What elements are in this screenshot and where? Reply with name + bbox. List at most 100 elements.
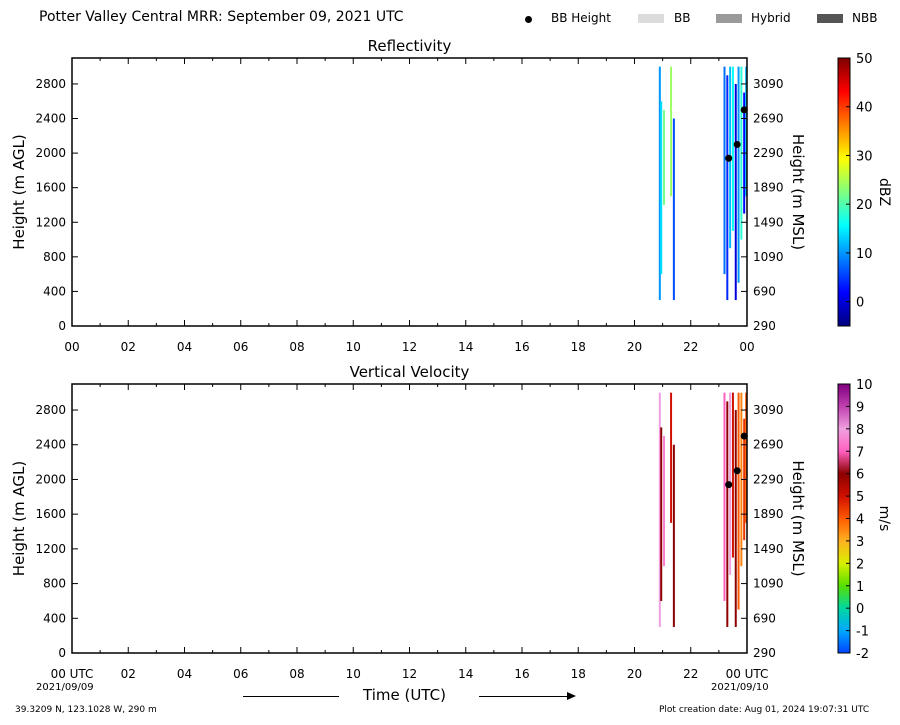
colorbar-tick-label: 10 <box>856 247 873 262</box>
y-tick-label: 0 <box>58 319 66 333</box>
y-right-tick-label: 690 <box>753 284 776 298</box>
colorbar-tick-label: -1 <box>856 625 869 640</box>
nbb-legend-swatch <box>817 14 843 23</box>
x-tick-label: 00 <box>739 340 754 354</box>
hybrid-legend-swatch <box>716 14 742 23</box>
figure-title: Potter Valley Central MRR: September 09,… <box>39 9 404 25</box>
station-location: 39.3209 N, 123.1028 W, 290 m <box>15 705 157 715</box>
profile-bar <box>734 410 737 627</box>
time-arrow-right-line <box>479 696 568 697</box>
x-tick-label: 04 <box>177 340 192 354</box>
profile-bar <box>663 436 666 567</box>
profile-bar <box>726 75 729 301</box>
plot-creation-date: Plot creation date: Aug 01, 2024 19:07:3… <box>659 705 870 715</box>
start-date-label: 2021/09/09 <box>36 682 94 693</box>
x-tick-label: 22 <box>683 340 698 354</box>
colorbar-tick-label: 5 <box>856 490 864 505</box>
x-tick-label: 06 <box>233 340 248 354</box>
y-tick-label: 400 <box>43 284 66 298</box>
bb-height-marker <box>733 467 741 475</box>
colorbar-tick-label: 30 <box>856 149 873 164</box>
colorbar-tick-label: 1 <box>856 580 864 595</box>
y-right-tick-label: 1090 <box>753 250 784 264</box>
colorbar-tick-label: 0 <box>856 602 864 617</box>
profile-bar <box>737 66 740 283</box>
x-tick-label: 06 <box>233 667 248 681</box>
colorbar-tick-label: 3 <box>856 535 864 550</box>
x-tick-label: 00 UTC <box>726 667 769 681</box>
y-right-tick-label: 1490 <box>753 215 784 229</box>
profile-bar <box>726 401 729 627</box>
colorbar-tick-label: 2 <box>856 557 864 572</box>
profile-bar <box>672 444 675 627</box>
y-tick-label: 2400 <box>35 438 66 452</box>
time-axis-label: Time (UTC) <box>363 686 446 704</box>
x-tick-label: 14 <box>458 667 473 681</box>
colorbar-tick-label: -2 <box>856 647 869 662</box>
colorbar <box>837 57 851 327</box>
bb-height-marker <box>740 432 748 440</box>
time-arrow-left-line <box>243 696 339 697</box>
profile-bar <box>745 66 748 197</box>
x-tick-label: 02 <box>121 340 136 354</box>
profile-bar <box>745 392 748 523</box>
x-tick-label: 02 <box>121 667 136 681</box>
profile-bar <box>660 427 663 601</box>
profile-bar <box>731 392 734 558</box>
y-tick-label: 2800 <box>35 403 66 417</box>
y-tick-label: 2400 <box>35 112 66 126</box>
colorbar-tick-label: 7 <box>856 445 864 460</box>
y-right-axis-label: Height (m MSL) <box>789 460 807 576</box>
y-right-tick-label: 1890 <box>753 181 784 195</box>
x-tick-label: 22 <box>683 667 698 681</box>
bb-height-legend-marker <box>525 16 532 23</box>
profile-bar <box>737 392 740 610</box>
x-tick-label: 00 <box>64 340 79 354</box>
y-right-tick-label: 2690 <box>753 438 784 452</box>
y-right-tick-label: 290 <box>753 646 776 660</box>
profile-bar <box>663 109 666 205</box>
y-axis-label: Height (m AGL) <box>10 461 28 576</box>
x-tick-label: 16 <box>514 340 529 354</box>
x-tick-label: 04 <box>177 667 192 681</box>
profile-bar <box>734 83 737 301</box>
colorbar-tick-label: 20 <box>856 198 873 213</box>
y-axis-label: Height (m AGL) <box>10 134 28 249</box>
plot-frame <box>71 57 748 327</box>
y-right-tick-label: 690 <box>753 611 776 625</box>
y-right-tick-label: 2690 <box>753 112 784 126</box>
y-right-tick-label: 290 <box>753 319 776 333</box>
x-tick-label: 18 <box>571 667 586 681</box>
x-tick-label: 20 <box>627 667 642 681</box>
profile-bar <box>658 66 661 301</box>
x-tick-label: 20 <box>627 340 642 354</box>
profile-bar <box>723 66 726 275</box>
y-right-tick-label: 3090 <box>753 77 784 91</box>
x-tick-label: 10 <box>346 340 361 354</box>
x-tick-label: 08 <box>289 667 304 681</box>
colorbar-tick-label: 9 <box>856 400 864 415</box>
colorbar-tick-label: 0 <box>856 296 864 311</box>
legend-label-hybrid: Hybrid <box>751 11 791 25</box>
profile-bar <box>670 66 673 197</box>
y-right-axis-label: Height (m MSL) <box>789 134 807 250</box>
y-right-tick-label: 3090 <box>753 403 784 417</box>
profile-bar <box>672 118 675 301</box>
y-right-tick-label: 1890 <box>753 507 784 521</box>
colorbar-tick-label: 50 <box>856 52 873 67</box>
panel-title: Reflectivity <box>368 37 452 55</box>
y-tick-label: 1200 <box>35 215 66 229</box>
bb-height-marker <box>740 106 748 114</box>
y-tick-label: 2800 <box>35 77 66 91</box>
legend-label-bb-height: BB Height <box>551 11 611 25</box>
colorbar-tick-label: 6 <box>856 468 864 483</box>
y-tick-label: 2000 <box>35 472 66 486</box>
x-tick-label: 00 UTC <box>51 667 94 681</box>
y-right-tick-label: 2290 <box>753 146 784 160</box>
bb-legend-swatch <box>638 14 664 23</box>
colorbar-tick-label: 40 <box>856 101 873 116</box>
x-tick-label: 14 <box>458 340 473 354</box>
time-arrow-head-icon <box>567 692 576 700</box>
profile-bar <box>660 101 663 275</box>
